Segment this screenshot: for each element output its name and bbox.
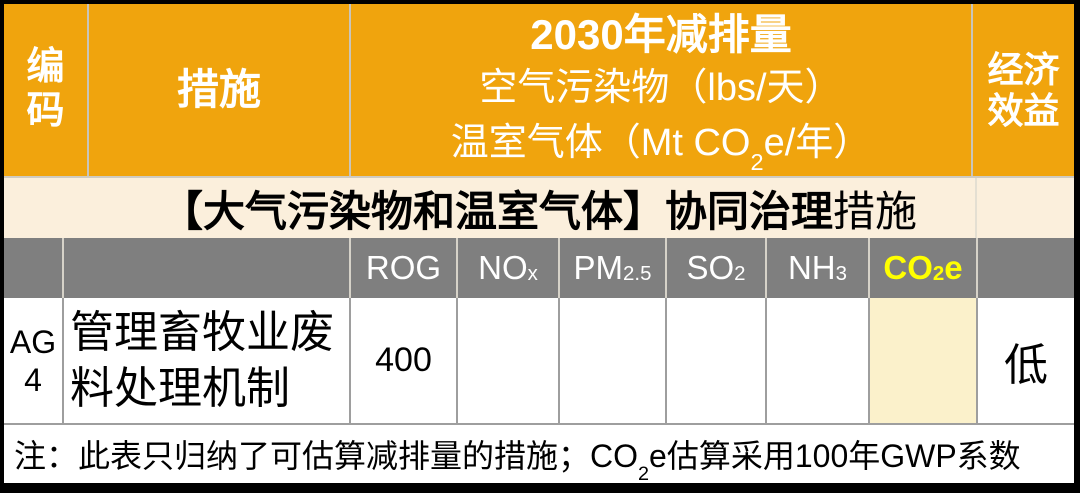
cell-rog: 400 — [351, 298, 458, 423]
footnote-row: 注：此表只归纳了可估算减排量的措施；CO2e估算采用100年GWP系数 — [4, 425, 1074, 485]
section-row-divider — [975, 178, 977, 238]
economic-header-line1: 经济 — [987, 48, 1060, 90]
cell-co2e — [870, 298, 978, 423]
subheader-nox: NO x — [458, 238, 560, 298]
code-column-header: 编 码 — [4, 4, 89, 176]
subheader-economic-spacer — [978, 238, 1074, 298]
subheader-rog: ROG — [351, 238, 458, 298]
cell-code-line1: AG — [9, 323, 57, 360]
reduction-subline-air: 空气污染物（lbs/天） — [479, 67, 843, 109]
reduction-title: 2030年减排量 — [530, 11, 792, 58]
subheader-measure-spacer — [64, 238, 351, 298]
code-header-line2: 码 — [26, 90, 65, 132]
economic-column-header: 经济 效益 — [973, 4, 1074, 176]
section-banner: 【大气污染物和温室气体】协同治理措施 — [4, 178, 1074, 238]
reduction-subline-ghg: 温室气体（Mt CO2e/年） — [450, 122, 872, 176]
reduction-column-header: 2030年减排量 空气污染物（lbs/天） 温室气体（Mt CO2e/年） — [351, 4, 973, 176]
cell-so2 — [667, 298, 767, 423]
subheader-co2e: CO 2 e — [870, 238, 978, 298]
cell-nox — [458, 298, 560, 423]
cell-economic: 低 — [1004, 340, 1048, 390]
section-banner-text: 【大气污染物和温室气体】协同治理措施 — [160, 187, 918, 235]
co2-subscript: 2 — [750, 149, 764, 176]
measure-header-label: 措施 — [176, 65, 261, 113]
subheader-nh3: NH 3 — [767, 238, 870, 298]
cell-nh3 — [767, 298, 870, 423]
cell-code-line2: 4 — [24, 361, 42, 398]
pollutant-subheader-row: ROG NO x PM 2.5 SO 2 NH 3 CO 2 e — [4, 238, 1074, 298]
economic-header-line2: 效益 — [987, 90, 1060, 131]
cell-code: AG 4 — [4, 298, 64, 423]
header-row: 编 码 措施 2030年减排量 空气污染物（lbs/天） 温室气体（Mt CO2… — [4, 4, 1074, 178]
subheader-so2: SO 2 — [667, 238, 767, 298]
code-header-line1: 编 — [26, 46, 65, 89]
cell-pm25 — [560, 298, 667, 423]
measure-column-header: 措施 — [89, 4, 351, 176]
footnote-co2-subscript: 2 — [638, 462, 650, 485]
cell-measure: 管理畜牧业废料处理机制 — [64, 298, 351, 423]
subheader-code-spacer — [4, 238, 64, 298]
subheader-pm25: PM 2.5 — [560, 238, 667, 298]
footnote-text: 注：此表只归纳了可估算减排量的措施；CO2e估算采用100年GWP系数 — [14, 438, 1021, 485]
table-row-ag4: AG 4 管理畜牧业废料处理机制 400 低 — [4, 298, 1074, 425]
emissions-table: 编 码 措施 2030年减排量 空气污染物（lbs/天） 温室气体（Mt CO2… — [4, 4, 1074, 485]
